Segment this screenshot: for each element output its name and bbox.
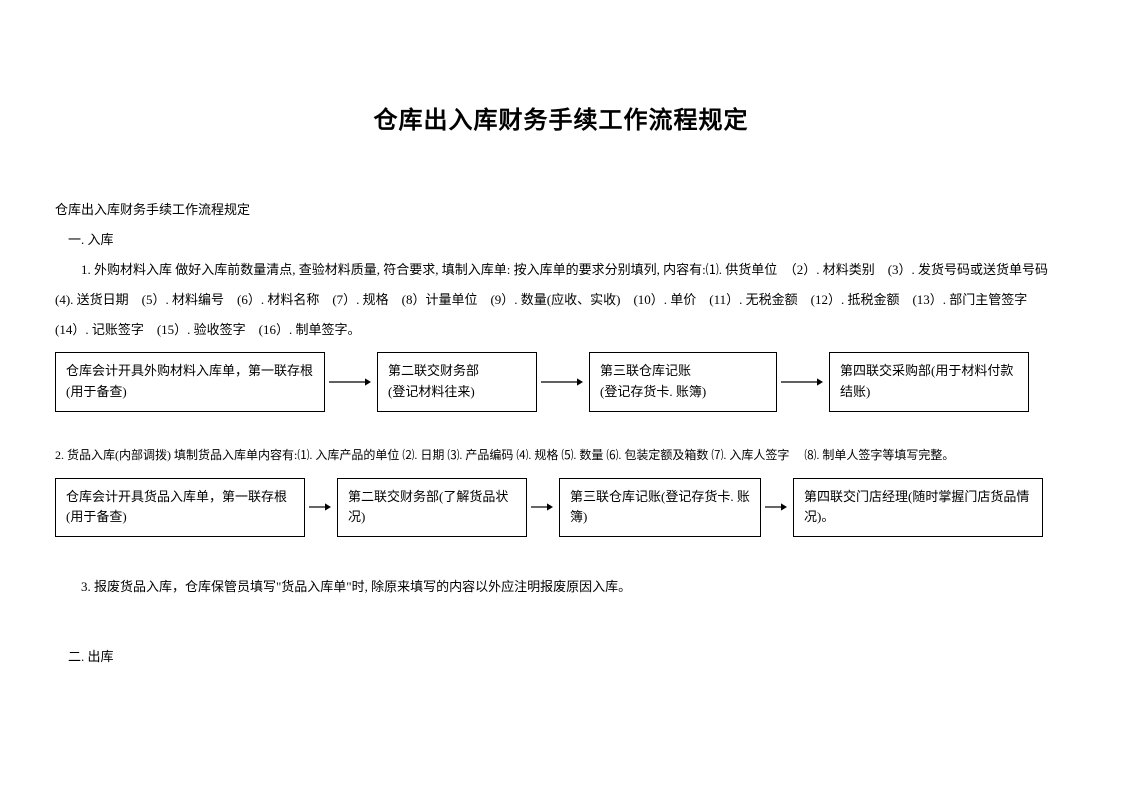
- arrow-right-icon: [305, 478, 337, 538]
- flow-node: 仓库会计开具外购材料入库单，第一联存根(用于备查): [55, 352, 325, 412]
- flow-node: 第三联仓库记账(登记存货卡. 账簿): [559, 478, 761, 538]
- item-2-text: 2. 货品入库(内部调拨) 填制货品入库单内容有:⑴. 入库产品的单位 ⑵. 日…: [55, 442, 1067, 470]
- flow-node: 仓库会计开具货品入库单，第一联存根(用于备查): [55, 478, 305, 538]
- flowchart-1: 仓库会计开具外购材料入库单，第一联存根(用于备查) 第二联交财务部(登记材料往来…: [55, 352, 1067, 412]
- flow-node: 第二联交财务部(了解货品状况): [337, 478, 527, 538]
- arrow-right-icon: [527, 478, 559, 538]
- flow-node: 第四联交门店经理(随时掌握门店货品情况)。: [793, 478, 1043, 538]
- arrow-right-icon: [777, 352, 829, 412]
- flow-node: 第三联仓库记账(登记存货卡. 账簿): [589, 352, 777, 412]
- page-container: 仓库出入库财务手续工作流程规定 仓库出入库财务手续工作流程规定 一. 入库 1.…: [0, 0, 1122, 712]
- arrow-right-icon: [537, 352, 589, 412]
- flow-node: 第四联交采购部(用于材料付款结账): [829, 352, 1029, 412]
- arrow-right-icon: [761, 478, 793, 538]
- document-title: 仓库出入库财务手续工作流程规定: [55, 100, 1067, 135]
- item-1-text: 1. 外购材料入库 做好入库前数量清点, 查验材料质量, 符合要求, 填制入库单…: [55, 255, 1067, 345]
- arrow-right-icon: [325, 352, 377, 412]
- section-1-label: 一. 入库: [55, 225, 1067, 255]
- item-3-text: 3. 报废货品入库，仓库保管员填写"货品入库单"时, 除原来填写的内容以外应注明…: [55, 572, 1067, 602]
- document-body: 仓库出入库财务手续工作流程规定 一. 入库 1. 外购材料入库 做好入库前数量清…: [55, 195, 1067, 672]
- flow-node: 第二联交财务部(登记材料往来): [377, 352, 537, 412]
- heading-repeat: 仓库出入库财务手续工作流程规定: [55, 195, 1067, 225]
- section-2-label: 二. 出库: [55, 642, 1067, 672]
- flowchart-2: 仓库会计开具货品入库单，第一联存根(用于备查) 第二联交财务部(了解货品状况) …: [55, 478, 1067, 538]
